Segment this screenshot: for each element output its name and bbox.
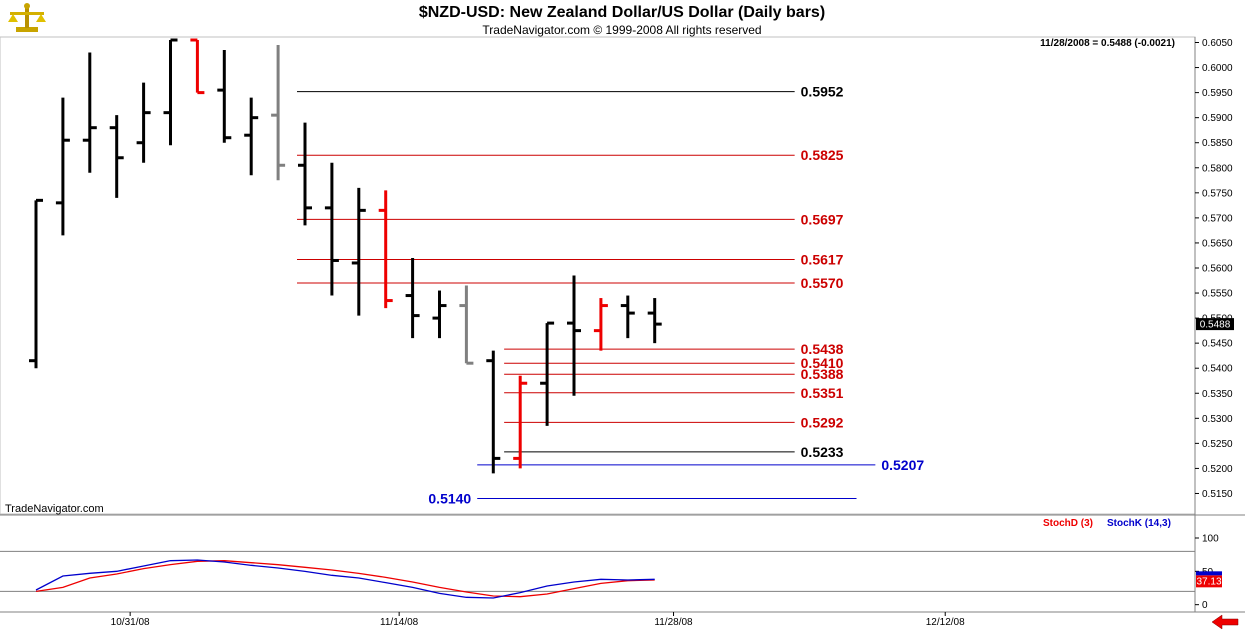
price-tick-label: 0.5750: [1202, 188, 1233, 199]
ohlc-bar: [271, 45, 286, 181]
level-label: 0.5410: [801, 355, 844, 371]
ohlc-bar: [298, 122, 312, 226]
copyright-text: TradeNavigator.com © 1999-2008 All right…: [482, 23, 761, 37]
price-panel-frame: [0, 36, 1196, 515]
price-tick-label: 0.6000: [1202, 63, 1233, 74]
last-price-marker: 0.5488: [1196, 318, 1234, 331]
ohlc-bar: [567, 275, 581, 396]
ohlc-bar: [190, 38, 205, 95]
level-label: 0.5697: [801, 211, 844, 227]
x-tick-label: 10/31/08: [111, 617, 150, 628]
price-tick-label: 0.5350: [1202, 389, 1233, 400]
last-price-info: 11/28/2008 = 0.5488 (-0.0021): [1040, 38, 1175, 49]
price-tick-label: 0.5200: [1202, 464, 1233, 475]
stochk-line: [35, 559, 655, 599]
level-label: 0.5351: [801, 385, 844, 401]
watermark-text: TradeNavigator.com: [5, 503, 104, 515]
price-bars: [29, 38, 662, 474]
price-tick-label: 0.5650: [1202, 238, 1233, 249]
ohlc-bar: [244, 97, 259, 176]
scroll-right-arrow-icon[interactable]: [1209, 614, 1243, 630]
level-label: 0.5617: [801, 251, 844, 267]
x-tick-label: 12/12/08: [926, 617, 965, 628]
ohlc-bar: [163, 38, 178, 146]
price-y-axis: 0.6050 0.6000 0.5950 0.5900 0.5850 0.5800 0.57…: [1195, 38, 1233, 500]
x-tick-label: 11/28/08: [654, 617, 693, 628]
last-price-label: 0.5488: [1200, 320, 1231, 331]
price-tick-label: 0.5150: [1202, 489, 1233, 500]
ohlc-bar: [351, 187, 366, 316]
x-tick-label: 11/14/08: [380, 617, 419, 628]
level-label: 0.5233: [801, 444, 844, 460]
ohlc-bar: [593, 298, 608, 351]
ohlc-bar: [55, 97, 70, 236]
ohlc-bar: [82, 52, 97, 173]
price-tick-label: 0.5850: [1202, 138, 1233, 149]
price-tick-label: 0.5300: [1202, 414, 1233, 425]
price-tick-label: 0.5550: [1202, 289, 1233, 300]
ohlc-bar: [540, 321, 555, 426]
ohlc-bar: [620, 295, 635, 339]
ohlc-bar: [647, 298, 662, 344]
stoch-last-marker: 37.13: [1196, 571, 1222, 588]
price-tick-label: 0.5600: [1202, 263, 1233, 274]
ohlc-bar: [324, 162, 339, 296]
x-axis: 10/31/08 11/14/08 11/28/08 12/12/08: [111, 612, 965, 628]
ohlc-bar: [136, 82, 151, 163]
level-label: 0.5570: [801, 275, 844, 291]
price-tick-label: 0.5700: [1202, 213, 1233, 224]
stoch-lines: [35, 559, 655, 599]
level-label: 0.5825: [801, 147, 844, 163]
ohlc-bar: [513, 375, 528, 469]
ohlc-bar: [29, 198, 43, 369]
level-label: 0.5952: [801, 84, 844, 100]
ohlc-bar: [486, 350, 501, 474]
legend-stochk: StochK (14,3): [1107, 518, 1171, 529]
ohlc-bar: [217, 50, 232, 143]
stoch-tick-label: 100: [1202, 534, 1219, 545]
level-label: 0.5207: [881, 457, 924, 473]
price-tick-label: 0.5800: [1202, 163, 1233, 174]
ohlc-bar: [405, 257, 420, 339]
price-tick-label: 0.6050: [1202, 38, 1233, 49]
level-label: 0.5292: [801, 414, 844, 430]
ohlc-bar: [109, 115, 124, 198]
ohlc-bar: [459, 285, 474, 365]
price-tick-label: 0.5950: [1202, 88, 1233, 99]
stoch-guides: [0, 550, 1195, 592]
price-levels: 0.5952 0.5825 0.5697 0.5617 0.5570 0.54380.54…: [297, 84, 924, 506]
price-tick-label: 0.5450: [1202, 339, 1233, 350]
price-tick-label: 0.5250: [1202, 439, 1233, 450]
ohlc-bar: [378, 190, 393, 309]
price-tick-label: 0.5400: [1202, 364, 1233, 375]
chart-title: $NZD-USD: New Zealand Dollar/US Dollar (…: [419, 4, 825, 21]
level-label: 0.5140: [428, 490, 471, 506]
ohlc-bar: [432, 290, 447, 339]
price-tick-label: 0.5900: [1202, 113, 1233, 124]
stoch-last-label: 37.13: [1196, 576, 1221, 587]
level-label: 0.5438: [801, 341, 844, 357]
scales-logo-icon: [8, 3, 46, 32]
stoch-tick-label: 0: [1202, 600, 1208, 611]
level-label: 0.5388: [801, 366, 844, 382]
legend-stochd: StochD (3): [1043, 518, 1093, 529]
stochd-line: [35, 560, 655, 598]
